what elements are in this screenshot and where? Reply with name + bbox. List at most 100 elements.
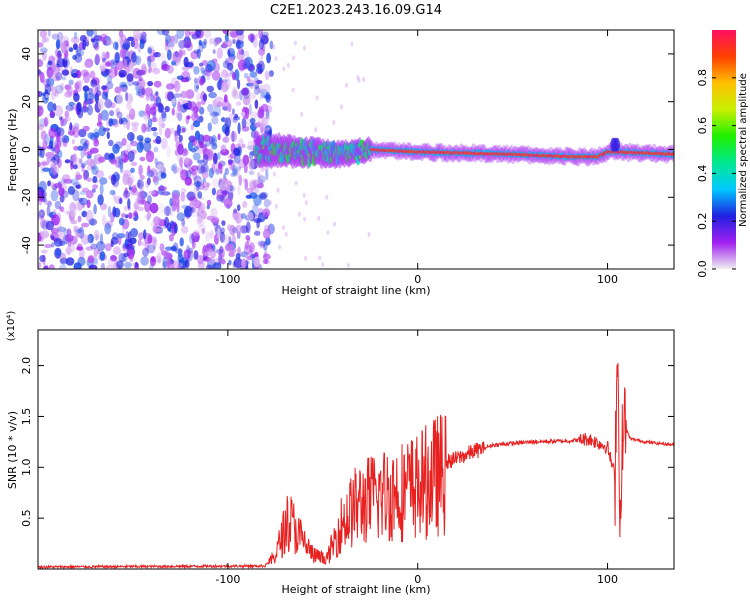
noise-blob xyxy=(166,146,172,159)
noise-blob xyxy=(79,197,88,206)
noise-blob xyxy=(47,30,51,37)
noise-blob xyxy=(102,57,107,63)
noise-blob xyxy=(66,104,71,111)
noise-blob xyxy=(300,111,304,117)
noise-blob xyxy=(126,143,131,154)
noise-blob xyxy=(156,164,164,172)
noise-blob xyxy=(139,175,145,180)
noise-blob xyxy=(127,36,135,41)
noise-blob xyxy=(40,130,47,141)
noise-blob xyxy=(40,218,46,229)
noise-blob xyxy=(143,140,152,153)
noise-blob xyxy=(91,188,96,193)
noise-blob xyxy=(76,183,82,190)
noise-blob xyxy=(198,62,204,67)
noise-blob xyxy=(150,117,158,123)
noise-blob xyxy=(297,211,301,217)
noise-blob xyxy=(245,255,253,261)
noise-blob xyxy=(263,251,268,258)
noise-blob xyxy=(64,110,70,119)
noise-blob xyxy=(234,113,239,119)
noise-blob xyxy=(275,203,278,209)
noise-blob xyxy=(153,146,159,153)
noise-blob xyxy=(188,135,196,143)
noise-blob xyxy=(197,202,206,214)
noise-blob xyxy=(148,190,156,195)
noise-blob xyxy=(192,206,196,213)
noise-blob xyxy=(110,255,117,262)
noise-blob xyxy=(212,99,217,108)
noise-blob xyxy=(258,39,264,50)
noise-blob xyxy=(150,93,154,102)
noise-blob xyxy=(60,82,65,91)
noise-blob xyxy=(232,39,236,44)
x-tick-label: 100 xyxy=(597,273,618,286)
noise-blob xyxy=(101,214,107,226)
noise-blob xyxy=(199,166,208,174)
noise-blob xyxy=(111,232,119,241)
noise-blob xyxy=(52,154,60,166)
noise-blob xyxy=(174,51,179,58)
noise-blob xyxy=(110,118,118,126)
noise-blob xyxy=(107,221,114,228)
noise-blob xyxy=(208,256,216,264)
noise-blob xyxy=(196,48,201,59)
noise-blob xyxy=(202,134,211,142)
noise-blob xyxy=(54,200,61,210)
noise-blob xyxy=(248,103,252,115)
noise-blob xyxy=(191,231,200,243)
x-tick-label: 0 xyxy=(414,273,421,286)
noise-blob xyxy=(294,180,298,186)
noise-blob xyxy=(95,86,99,93)
noise-blob xyxy=(254,122,262,128)
y-tick-label: -40 xyxy=(20,236,33,254)
noise-blob xyxy=(103,52,109,60)
noise-blob xyxy=(130,167,135,173)
noise-blob xyxy=(137,238,142,247)
noise-blob xyxy=(184,176,192,186)
noise-blob xyxy=(183,249,191,260)
noise-blob xyxy=(127,198,131,209)
noise-blob xyxy=(82,143,87,152)
noise-blob xyxy=(70,178,79,185)
noise-blob xyxy=(84,139,90,148)
noise-blob xyxy=(47,114,51,124)
noise-blob xyxy=(190,135,197,141)
noise-blob xyxy=(304,200,308,206)
y-tick-label: 0.5 xyxy=(20,509,33,527)
noise-blob xyxy=(114,141,123,150)
noise-blob xyxy=(156,170,164,181)
noise-blob xyxy=(39,30,48,38)
noise-blob xyxy=(207,103,214,113)
noise-blob xyxy=(112,143,120,154)
noise-blob xyxy=(72,189,80,202)
noise-blob xyxy=(86,30,94,37)
noise-blob xyxy=(129,108,136,120)
noise-blob xyxy=(79,34,87,43)
noise-blob xyxy=(43,265,49,269)
noise-blob xyxy=(40,230,50,239)
noise-blob xyxy=(125,214,129,219)
noise-blob xyxy=(262,208,271,218)
noise-blob xyxy=(130,228,139,238)
noise-blob xyxy=(95,38,100,45)
noise-blob xyxy=(104,152,110,160)
noise-blob xyxy=(216,152,221,160)
noise-blob xyxy=(127,248,135,260)
noise-blob xyxy=(93,43,100,51)
noise-blob xyxy=(75,49,85,57)
noise-blob xyxy=(356,74,360,80)
noise-blob xyxy=(87,132,94,139)
noise-blob xyxy=(255,67,264,74)
noise-blob xyxy=(89,70,96,80)
noise-blob xyxy=(232,91,241,100)
noise-blob xyxy=(256,79,263,85)
noise-blob xyxy=(248,179,257,189)
noise-blob xyxy=(110,159,117,165)
noise-blob xyxy=(269,40,274,50)
noise-blob xyxy=(166,260,175,269)
noise-blob xyxy=(196,92,201,101)
noise-blob xyxy=(202,144,207,154)
noise-blob xyxy=(259,94,263,100)
noise-blob xyxy=(189,233,195,245)
